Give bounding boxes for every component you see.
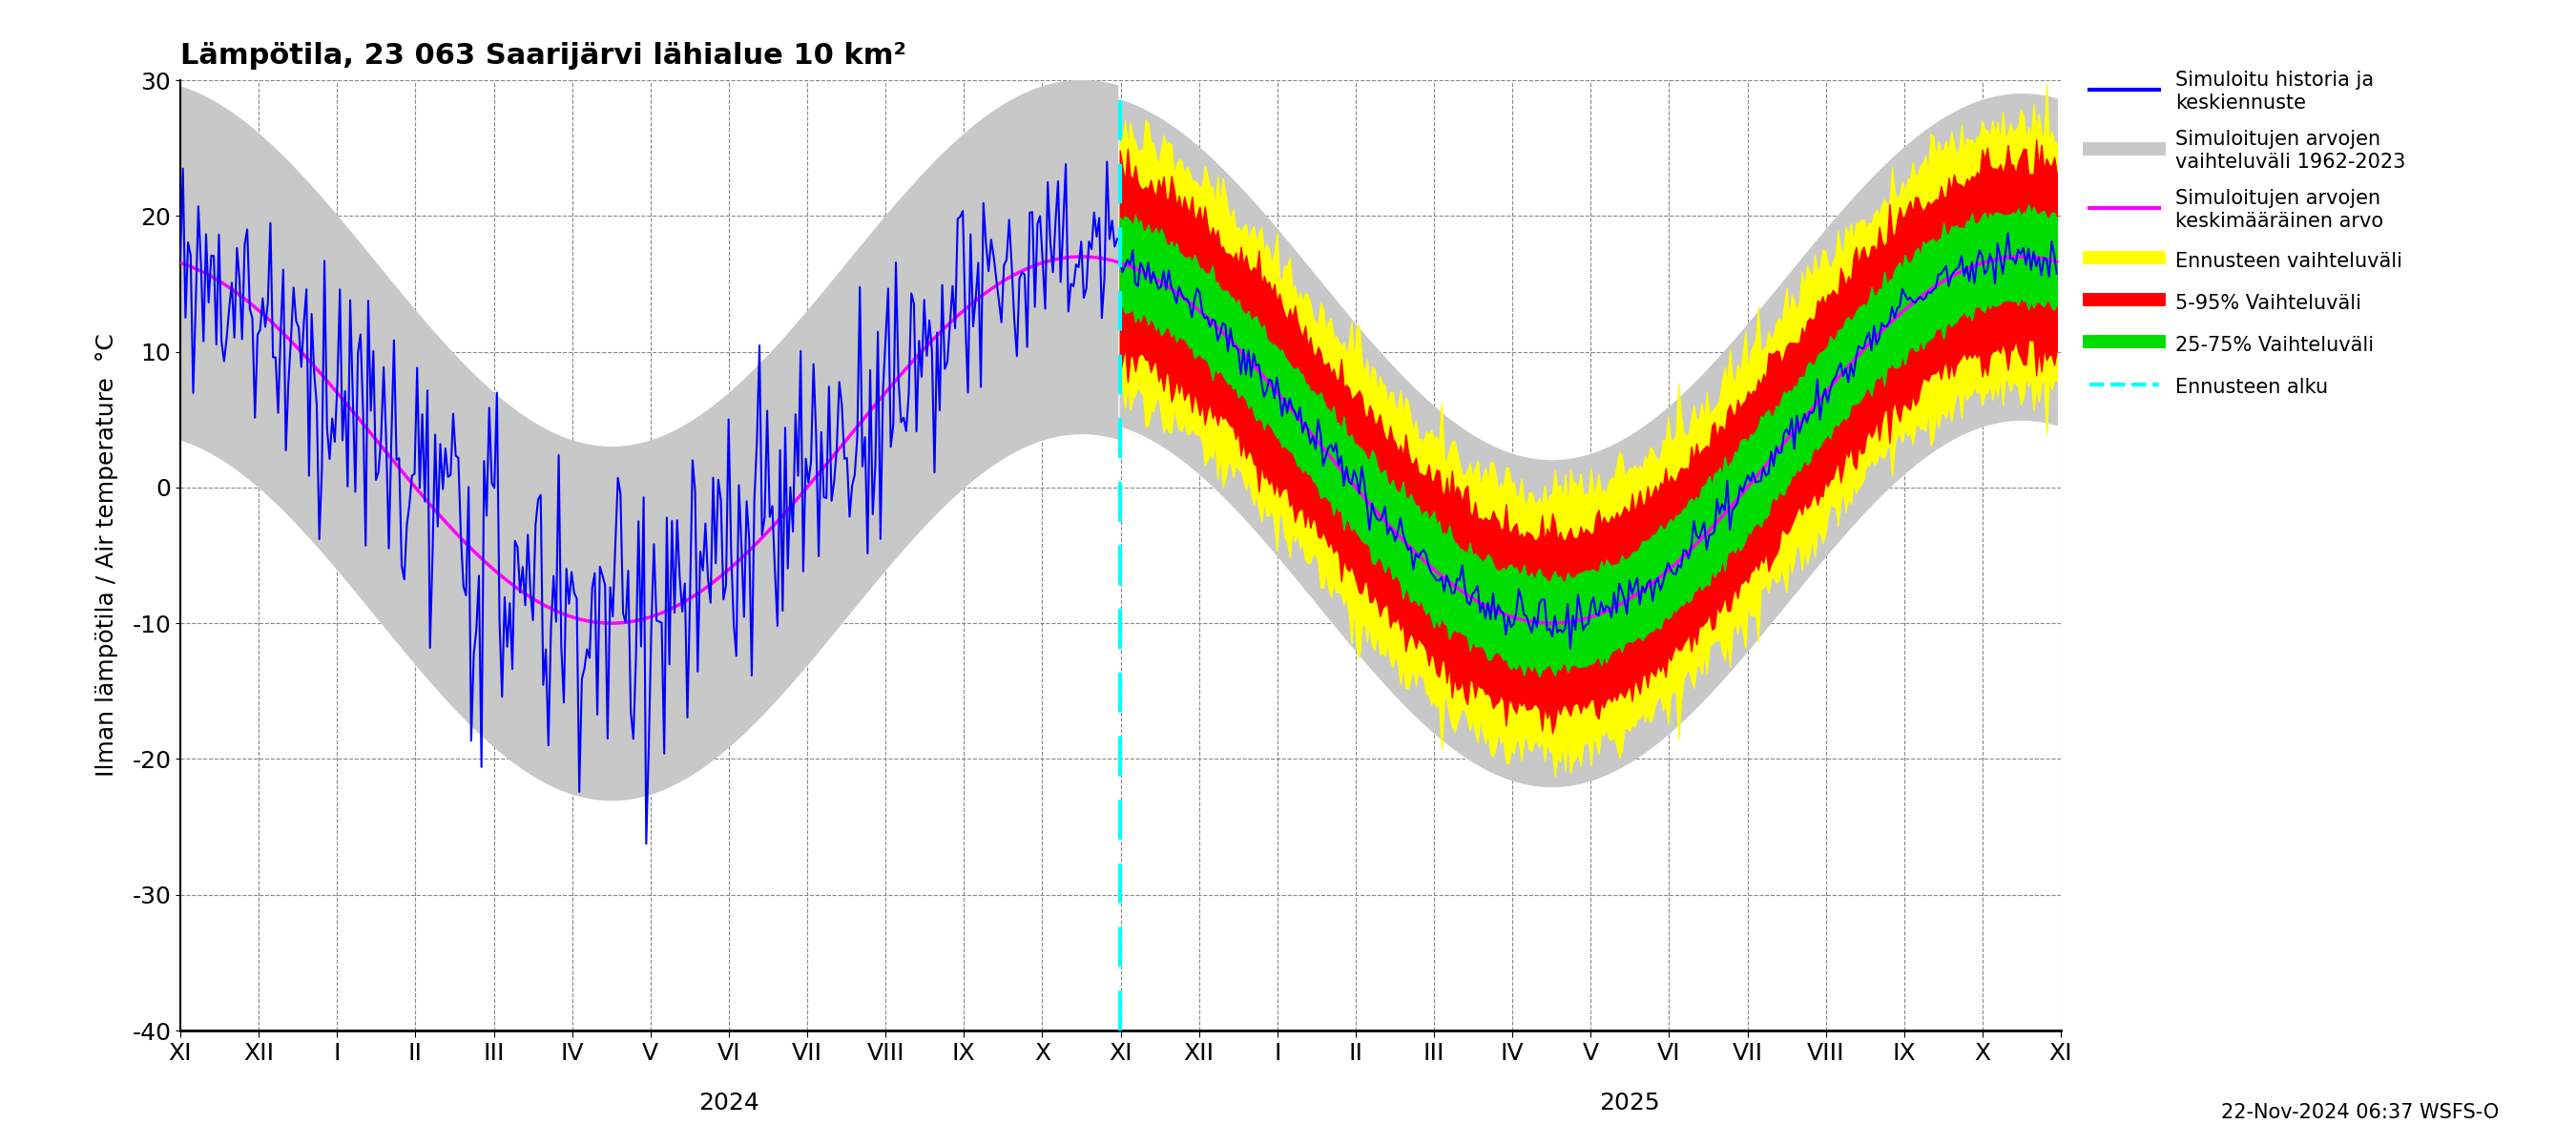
Y-axis label: Ilman lämpötila / Air temperature  °C: Ilman lämpötila / Air temperature °C (95, 333, 118, 777)
Text: Lämpötila, 23 063 Saarijärvi lähialue 10 km²: Lämpötila, 23 063 Saarijärvi lähialue 10… (180, 42, 907, 70)
Legend: Simuloitu historia ja
keskiennuste, Simuloitujen arvojen
vaihteluväli 1962-2023,: Simuloitu historia ja keskiennuste, Simu… (2089, 71, 2406, 400)
Text: 22-Nov-2024 06:37 WSFS-O: 22-Nov-2024 06:37 WSFS-O (2221, 1103, 2499, 1122)
Text: 2024: 2024 (698, 1091, 760, 1114)
Text: 2025: 2025 (1600, 1091, 1659, 1114)
